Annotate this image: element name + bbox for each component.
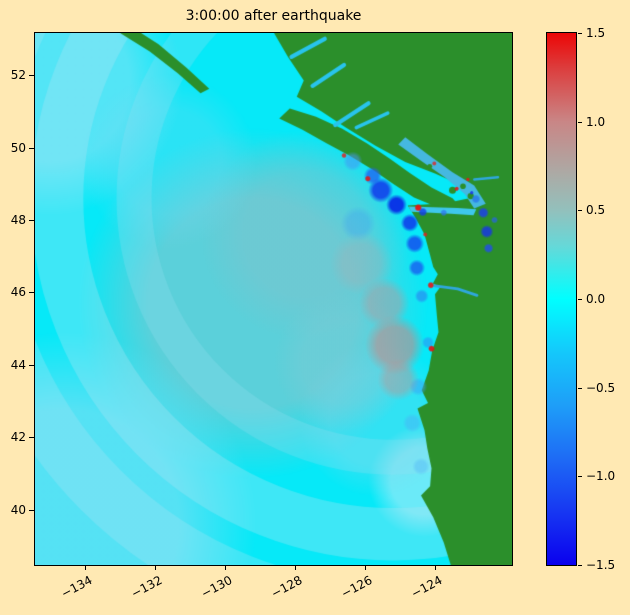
x-tick-label: −126 <box>338 573 375 601</box>
colorbar-tick-mark <box>578 121 582 123</box>
x-tick-mark <box>295 566 297 570</box>
x-tick-mark <box>435 566 436 570</box>
y-tick-mark <box>29 292 34 294</box>
x-tick-mark <box>365 566 366 570</box>
y-tick-mark <box>29 437 34 439</box>
y-tick-mark <box>29 219 34 221</box>
x-tick-mark <box>155 566 157 570</box>
colorbar <box>546 32 577 566</box>
colorbar-tick-label: 1.5 <box>586 26 606 40</box>
colorbar-tick-label: 0.5 <box>586 203 606 218</box>
y-tick-label: 50 <box>10 140 26 155</box>
y-tick-mark <box>29 509 34 511</box>
colorbar-tick-label: −0.5 <box>586 380 616 395</box>
map-canvas <box>35 33 512 565</box>
x-tick-label: −130 <box>198 573 235 601</box>
plot-area <box>34 32 513 566</box>
y-tick-label: 42 <box>10 430 26 445</box>
colorbar-tick-label: −1.5 <box>586 558 616 572</box>
y-tick-label: 48 <box>10 212 26 227</box>
x-tick-label: −132 <box>128 573 165 601</box>
y-tick-mark <box>29 75 34 77</box>
x-tick-mark <box>225 566 227 570</box>
colorbar-tick-mark <box>578 476 582 478</box>
y-tick-label: 46 <box>10 285 26 300</box>
y-tick-mark <box>29 364 34 366</box>
colorbar-tick-mark <box>578 33 582 34</box>
y-tick-mark <box>29 147 34 149</box>
colorbar-tick-mark <box>578 387 582 389</box>
x-tick-label: −134 <box>58 573 95 601</box>
y-tick-label: 40 <box>10 502 26 517</box>
colorbar-tick-mark <box>578 299 582 300</box>
x-tick-label: −128 <box>268 573 305 601</box>
x-tick-label: −124 <box>408 573 445 601</box>
colorbar-tick-label: 0.0 <box>586 292 606 306</box>
colorbar-tick-mark <box>578 565 582 566</box>
colorbar-tick-mark <box>578 210 582 212</box>
plot-title: 3:00:00 after earthquake <box>185 8 362 24</box>
y-tick-label: 44 <box>10 357 26 372</box>
y-tick-label: 52 <box>10 68 26 83</box>
colorbar-tick-label: 1.0 <box>586 114 606 129</box>
x-tick-mark <box>85 566 87 570</box>
colorbar-tick-label: −1.0 <box>586 469 616 484</box>
